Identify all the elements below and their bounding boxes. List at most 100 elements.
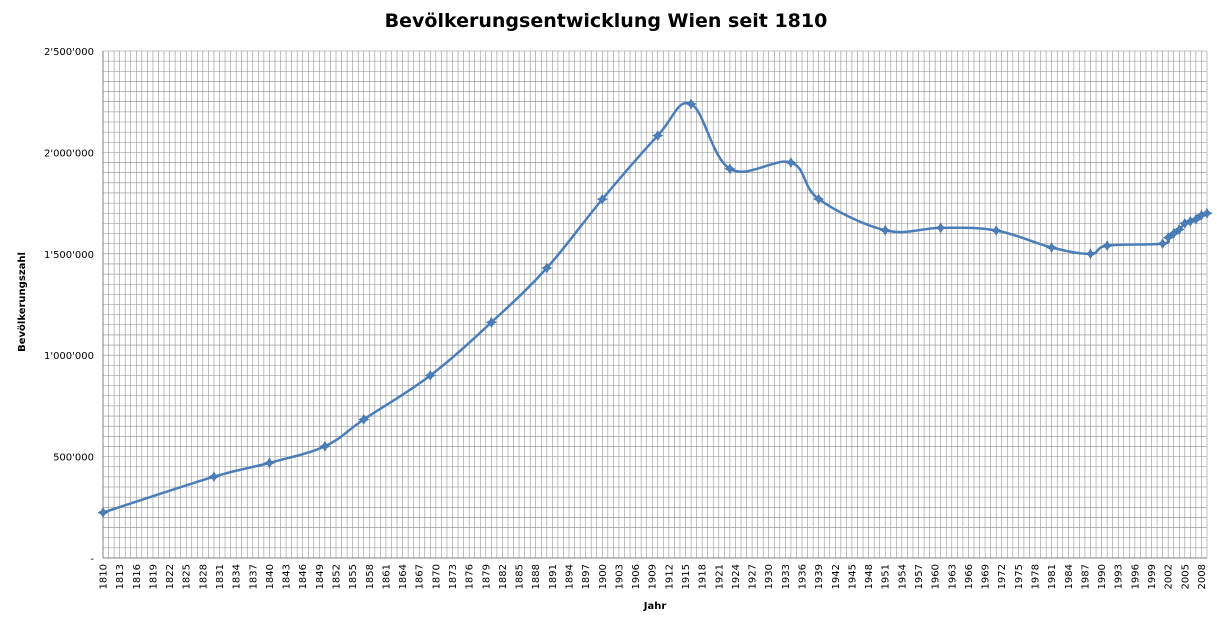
x-tick-label: 1828 bbox=[198, 564, 209, 589]
y-tick-label: 500'000 bbox=[53, 453, 94, 464]
x-tick-label: 1960 bbox=[931, 564, 942, 589]
x-tick-label: 1873 bbox=[448, 564, 459, 589]
x-tick-label: 1951 bbox=[881, 564, 892, 589]
data-point-marker bbox=[1157, 238, 1169, 250]
x-tick-label: 1867 bbox=[415, 564, 426, 589]
data-point-marker bbox=[1101, 240, 1113, 252]
x-tick-label: 1876 bbox=[465, 564, 476, 589]
x-tick-label: 1978 bbox=[1031, 564, 1042, 589]
x-tick-label: 1948 bbox=[864, 564, 875, 589]
x-tick-label: 1981 bbox=[1047, 564, 1058, 589]
x-axis-title: Jahr bbox=[643, 601, 667, 612]
x-tick-label: 2002 bbox=[1164, 564, 1175, 589]
chart-title: Bevölkerungsentwicklung Wien seit 1810 bbox=[385, 10, 828, 32]
data-point-marker bbox=[319, 440, 331, 452]
data-point-marker bbox=[685, 98, 697, 110]
data-point-marker bbox=[935, 222, 947, 234]
x-tick-label: 1912 bbox=[664, 564, 675, 589]
x-tick-label: 1957 bbox=[914, 564, 925, 589]
x-tick-label: 1816 bbox=[132, 564, 143, 589]
x-tick-label: 1852 bbox=[332, 564, 343, 589]
data-point-marker bbox=[724, 163, 736, 175]
data-point-marker bbox=[1201, 207, 1213, 219]
x-tick-label: 1813 bbox=[115, 564, 126, 589]
x-tick-label: 1942 bbox=[831, 564, 842, 589]
data-point-marker bbox=[97, 507, 109, 519]
data-point-marker bbox=[485, 316, 497, 328]
x-tick-label: 1825 bbox=[182, 564, 193, 589]
x-tick-label: 1897 bbox=[581, 564, 592, 589]
x-tick-label: 1885 bbox=[515, 564, 526, 589]
x-tick-label: 1882 bbox=[498, 564, 509, 589]
axes bbox=[102, 51, 1207, 559]
x-tick-label: 1810 bbox=[99, 564, 110, 589]
y-tick-label: - bbox=[90, 554, 94, 565]
x-tick-label: 2008 bbox=[1197, 564, 1208, 589]
x-tick-label: 1849 bbox=[315, 564, 326, 589]
x-tick-label: 2005 bbox=[1180, 564, 1191, 589]
data-point-marker bbox=[879, 224, 891, 236]
data-point-marker bbox=[208, 471, 220, 483]
x-tick-label: 1846 bbox=[298, 564, 309, 589]
x-tick-label: 1819 bbox=[148, 564, 159, 589]
data-markers bbox=[97, 98, 1213, 519]
x-tick-label: 1987 bbox=[1080, 564, 1091, 589]
y-tick-labels: - 500'000 1'000'000 1'500'000 2'000'000 2'500… bbox=[44, 47, 94, 565]
data-point-marker bbox=[596, 193, 608, 205]
x-tick-label: 1972 bbox=[997, 564, 1008, 589]
x-tick-label: 1837 bbox=[248, 564, 259, 589]
x-tick-label: 1909 bbox=[648, 564, 659, 589]
x-tick-label: 1903 bbox=[614, 564, 625, 589]
x-tick-label: 1843 bbox=[282, 564, 293, 589]
x-tick-label: 1870 bbox=[431, 564, 442, 589]
data-point-marker bbox=[990, 224, 1002, 236]
x-tick-label: 1963 bbox=[947, 564, 958, 589]
x-tick-label: 1864 bbox=[398, 564, 409, 589]
x-tick-label: 1915 bbox=[681, 564, 692, 589]
x-tick-label: 1855 bbox=[348, 564, 359, 589]
data-point-marker bbox=[1046, 242, 1058, 254]
x-tick-label: 1945 bbox=[847, 564, 858, 589]
x-tick-label: 1930 bbox=[764, 564, 775, 589]
y-axis-title: Bevölkerungszahl bbox=[17, 252, 28, 352]
x-tick-label: 1984 bbox=[1064, 564, 1075, 589]
x-tick-label: 1891 bbox=[548, 564, 559, 589]
x-tick-label: 1993 bbox=[1114, 564, 1125, 589]
y-tick-label: 1'500'000 bbox=[44, 250, 94, 261]
data-point-marker bbox=[1173, 223, 1185, 235]
x-tick-label: 1969 bbox=[981, 564, 992, 589]
x-tick-label: 1996 bbox=[1130, 564, 1141, 589]
x-tick-label: 1894 bbox=[565, 564, 576, 589]
x-tick-label: 1954 bbox=[897, 564, 908, 589]
data-point-marker bbox=[358, 413, 370, 425]
x-tick-label: 1840 bbox=[265, 564, 276, 589]
x-tick-label: 1822 bbox=[165, 564, 176, 589]
data-point-marker bbox=[263, 457, 275, 469]
x-tick-label: 1858 bbox=[365, 564, 376, 589]
x-tick-label: 1900 bbox=[598, 564, 609, 589]
x-tick-label: 1918 bbox=[698, 564, 709, 589]
x-tick-labels: 1810 1813 1816 1819 1822 1825 1828 1831 1834 1837… bbox=[99, 564, 1208, 589]
x-tick-label: 1888 bbox=[531, 564, 542, 589]
x-tick-label: 1927 bbox=[748, 564, 759, 589]
x-tick-label: 1834 bbox=[232, 564, 243, 589]
x-tick-label: 1936 bbox=[798, 564, 809, 589]
data-point-marker bbox=[1190, 213, 1202, 225]
x-tick-label: 1831 bbox=[215, 564, 226, 589]
data-point-marker bbox=[652, 130, 664, 142]
x-tick-label: 1879 bbox=[481, 564, 492, 589]
x-tick-label: 1966 bbox=[964, 564, 975, 589]
data-point-marker bbox=[1162, 232, 1174, 244]
x-tick-label: 1990 bbox=[1097, 564, 1108, 589]
x-tick-label: 1921 bbox=[714, 564, 725, 589]
data-point-marker bbox=[1084, 248, 1097, 260]
y-tick-label: 1'000'000 bbox=[44, 351, 94, 362]
x-tick-label: 1861 bbox=[381, 564, 392, 589]
y-tick-label: 2'000'000 bbox=[44, 148, 94, 159]
x-tick-label: 1939 bbox=[814, 564, 825, 589]
data-point-marker bbox=[1168, 228, 1180, 240]
data-point-marker bbox=[785, 157, 797, 169]
data-point-marker bbox=[424, 369, 436, 381]
